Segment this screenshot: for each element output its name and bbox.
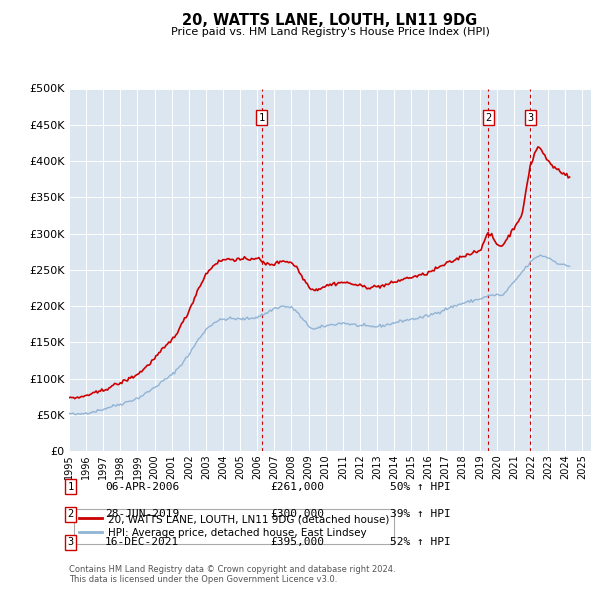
Text: 1: 1 (259, 113, 265, 123)
Text: 1: 1 (68, 482, 74, 491)
Text: 50% ↑ HPI: 50% ↑ HPI (390, 482, 451, 491)
Text: 16-DEC-2021: 16-DEC-2021 (105, 537, 179, 547)
Text: 3: 3 (68, 537, 74, 547)
Text: 39% ↑ HPI: 39% ↑ HPI (390, 510, 451, 519)
Text: 28-JUN-2019: 28-JUN-2019 (105, 510, 179, 519)
Text: £261,000: £261,000 (270, 482, 324, 491)
Text: 20, WATTS LANE, LOUTH, LN11 9DG: 20, WATTS LANE, LOUTH, LN11 9DG (182, 13, 478, 28)
Text: 52% ↑ HPI: 52% ↑ HPI (390, 537, 451, 547)
Text: £395,000: £395,000 (270, 537, 324, 547)
Text: £300,000: £300,000 (270, 510, 324, 519)
Text: 06-APR-2006: 06-APR-2006 (105, 482, 179, 491)
Text: Price paid vs. HM Land Registry's House Price Index (HPI): Price paid vs. HM Land Registry's House … (170, 28, 490, 37)
Text: 2: 2 (68, 510, 74, 519)
Text: 2: 2 (485, 113, 491, 123)
Text: 3: 3 (527, 113, 533, 123)
Text: Contains HM Land Registry data © Crown copyright and database right 2024.
This d: Contains HM Land Registry data © Crown c… (69, 565, 395, 584)
Legend: 20, WATTS LANE, LOUTH, LN11 9DG (detached house), HPI: Average price, detached h: 20, WATTS LANE, LOUTH, LN11 9DG (detache… (74, 509, 394, 544)
